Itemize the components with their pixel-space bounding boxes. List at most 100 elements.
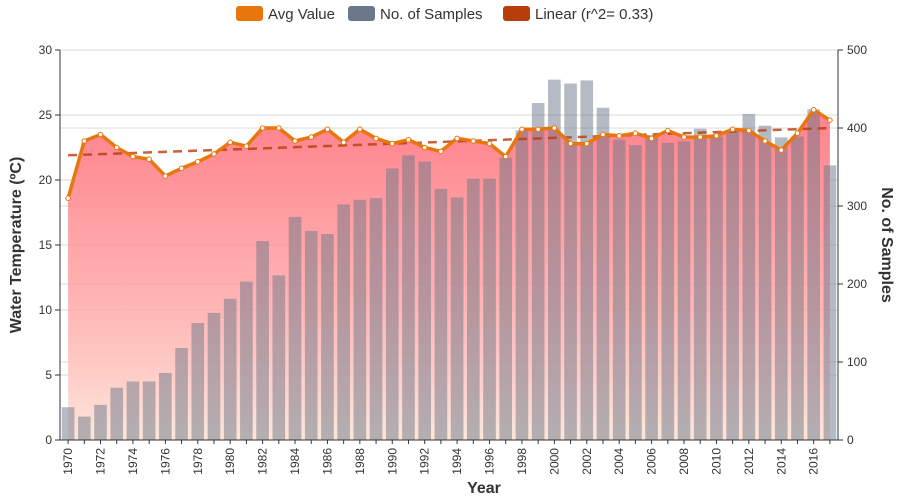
- avg-value-point[interactable]: [551, 125, 558, 131]
- avg-value-point[interactable]: [324, 126, 331, 133]
- x-tick-label: 1986: [320, 448, 334, 475]
- samples-bar[interactable]: [191, 323, 205, 440]
- avg-value-point[interactable]: [827, 117, 833, 123]
- samples-bar[interactable]: [450, 197, 464, 440]
- samples-bar[interactable]: [596, 107, 610, 440]
- samples-bar[interactable]: [142, 381, 156, 441]
- avg-value-point[interactable]: [243, 143, 250, 149]
- samples-bar[interactable]: [531, 103, 545, 440]
- samples-bar[interactable]: [223, 298, 237, 440]
- avg-value-point[interactable]: [600, 131, 606, 138]
- avg-value-point[interactable]: [211, 151, 217, 157]
- samples-bar[interactable]: [466, 178, 480, 440]
- samples-bar[interactable]: [94, 404, 107, 440]
- avg-value-point[interactable]: [762, 138, 768, 144]
- samples-bar[interactable]: [337, 204, 350, 440]
- samples-bar[interactable]: [580, 80, 594, 441]
- avg-value-point[interactable]: [713, 133, 720, 139]
- avg-value-point[interactable]: [259, 125, 266, 131]
- samples-bar[interactable]: [77, 416, 91, 440]
- samples-bar[interactable]: [645, 135, 658, 440]
- avg-value-point[interactable]: [113, 144, 120, 151]
- samples-bar[interactable]: [742, 113, 756, 441]
- samples-bar[interactable]: [418, 161, 432, 441]
- legend-label-avg-value[interactable]: Avg Value: [268, 6, 335, 23]
- avg-value-point[interactable]: [697, 134, 704, 140]
- avg-value-point[interactable]: [470, 138, 477, 144]
- samples-bar[interactable]: [564, 83, 577, 440]
- samples-bar[interactable]: [61, 407, 75, 440]
- samples-bar[interactable]: [159, 372, 172, 440]
- samples-bar[interactable]: [823, 165, 837, 440]
- samples-bar[interactable]: [175, 347, 188, 440]
- avg-value-point[interactable]: [162, 173, 169, 179]
- avg-value-point[interactable]: [340, 139, 347, 146]
- samples-bar[interactable]: [548, 79, 561, 440]
- samples-bar[interactable]: [677, 141, 691, 440]
- avg-value-point[interactable]: [357, 126, 363, 133]
- samples-bar[interactable]: [726, 130, 739, 440]
- avg-value-point[interactable]: [665, 127, 671, 134]
- samples-bar[interactable]: [693, 128, 707, 440]
- avg-value-point[interactable]: [373, 135, 379, 142]
- avg-value-point[interactable]: [486, 140, 493, 147]
- avg-value-point[interactable]: [81, 138, 88, 144]
- samples-bar[interactable]: [256, 241, 269, 440]
- samples-bar[interactable]: [515, 130, 529, 440]
- avg-value-point[interactable]: [729, 126, 736, 133]
- avg-value-point[interactable]: [648, 135, 655, 142]
- samples-bar[interactable]: [288, 216, 302, 440]
- samples-bar[interactable]: [483, 178, 496, 440]
- avg-value-point[interactable]: [178, 165, 185, 172]
- samples-bar[interactable]: [207, 312, 221, 440]
- samples-bar[interactable]: [369, 198, 383, 440]
- avg-value-point[interactable]: [405, 136, 412, 143]
- avg-value-point[interactable]: [681, 134, 687, 140]
- avg-value-point[interactable]: [454, 135, 460, 142]
- legend-label-no-of-samples[interactable]: No. of Samples: [380, 6, 483, 23]
- samples-bar[interactable]: [612, 139, 626, 440]
- samples-bar[interactable]: [353, 199, 367, 440]
- avg-value-point[interactable]: [130, 153, 136, 160]
- avg-value-point[interactable]: [810, 107, 817, 113]
- avg-value-point[interactable]: [308, 134, 315, 140]
- avg-value-point[interactable]: [227, 139, 233, 146]
- avg-value-point[interactable]: [778, 147, 785, 153]
- avg-value-point[interactable]: [65, 195, 71, 201]
- samples-bar[interactable]: [321, 234, 334, 440]
- avg-value-point[interactable]: [535, 126, 541, 133]
- samples-bar[interactable]: [402, 155, 415, 441]
- samples-bar[interactable]: [499, 157, 513, 440]
- avg-value-point[interactable]: [616, 133, 622, 139]
- avg-value-point[interactable]: [146, 156, 152, 162]
- avg-value-point[interactable]: [194, 159, 201, 165]
- samples-bar[interactable]: [629, 145, 642, 440]
- avg-value-point[interactable]: [583, 140, 590, 147]
- samples-bar[interactable]: [385, 168, 399, 440]
- avg-value-point[interactable]: [502, 153, 509, 160]
- samples-bar[interactable]: [758, 125, 772, 440]
- avg-value-point[interactable]: [794, 130, 801, 136]
- samples-bar[interactable]: [807, 109, 821, 440]
- avg-value-point[interactable]: [421, 144, 428, 151]
- samples-bar[interactable]: [434, 188, 448, 440]
- samples-bar[interactable]: [710, 136, 723, 440]
- avg-value-point[interactable]: [292, 138, 298, 144]
- samples-bar[interactable]: [126, 381, 140, 441]
- samples-bar[interactable]: [304, 230, 318, 440]
- avg-value-point[interactable]: [746, 127, 752, 134]
- avg-value-point[interactable]: [97, 131, 104, 138]
- samples-bar[interactable]: [240, 281, 253, 440]
- samples-bar[interactable]: [791, 136, 804, 440]
- samples-bar[interactable]: [661, 142, 675, 440]
- avg-value-point[interactable]: [519, 126, 525, 133]
- samples-bar[interactable]: [110, 387, 124, 440]
- legend-label-linear[interactable]: Linear (r^2= 0.33): [535, 6, 653, 23]
- avg-value-point[interactable]: [632, 130, 639, 136]
- avg-value-point[interactable]: [438, 148, 444, 155]
- samples-bar[interactable]: [272, 275, 286, 440]
- avg-value-point[interactable]: [567, 140, 574, 147]
- avg-value-point[interactable]: [389, 140, 396, 147]
- avg-value-point[interactable]: [276, 125, 282, 131]
- samples-bar[interactable]: [774, 137, 788, 441]
